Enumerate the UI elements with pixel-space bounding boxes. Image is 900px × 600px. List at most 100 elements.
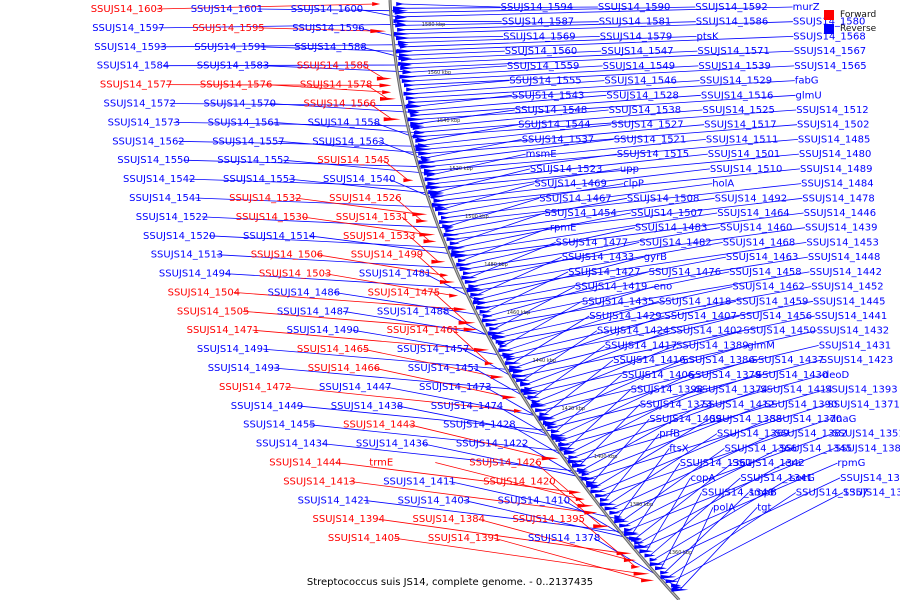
gene-label: SSUJS14_1419 [575, 282, 648, 293]
gene-feature [547, 425, 559, 430]
gene-feature [420, 155, 431, 160]
gene-label: SSUJS14_1596 [292, 23, 365, 34]
gene-feature [408, 100, 418, 105]
gene-feature [419, 232, 436, 237]
gene-feature [505, 361, 522, 366]
gene-label: SSUJS14_1460 [720, 223, 793, 234]
gene-feature [634, 545, 652, 549]
gene-label: SSUJS14_1493 [208, 363, 281, 374]
gene-feature [445, 228, 455, 233]
gene-label: SSUJS14_1384 [413, 514, 486, 525]
gene-feature [523, 391, 539, 396]
gene-label: SSUJS14_1409 [649, 414, 722, 425]
gene-feature [629, 536, 643, 541]
axis-tick-label: 1540 kbp [437, 118, 461, 124]
gene-feature [372, 2, 381, 6]
gene-feature [410, 113, 421, 118]
gene-label: SSUJS14_1561 [208, 117, 281, 128]
gene-label: polA [713, 502, 735, 513]
gene-feature [655, 566, 667, 571]
gene-feature [514, 408, 523, 413]
gene-label: SSUJS14_1506 [251, 250, 324, 261]
gene-label: SSUJS14_1465 [297, 344, 370, 355]
gene-feature [671, 583, 682, 588]
gene-feature [524, 386, 533, 391]
gene-label: SSUJS14_1593 [94, 42, 167, 53]
gene-feature [490, 375, 504, 379]
gene-label: SSUJS14_1340 [702, 488, 775, 499]
gene-label: holA [712, 179, 734, 190]
axis-tick-label: 1560 kbp [428, 70, 452, 76]
gene-feature [443, 232, 460, 237]
gene-label: SSUJS14_1421 [298, 495, 371, 506]
gene-feature [412, 212, 428, 217]
gene-feature [440, 273, 449, 278]
gene-feature [575, 497, 585, 502]
gene-feature [446, 237, 460, 242]
gene-label: SSUJS14_1374 [695, 385, 768, 396]
gene-label: SSUJS14_1484 [801, 179, 874, 190]
gene-features [370, 2, 689, 592]
gene-feature [415, 147, 432, 152]
gene-label: SSUJS14_1453 [806, 237, 879, 248]
gene-feature [412, 134, 428, 139]
gene-label: SSUJS14_1455 [243, 420, 316, 431]
gene-label: SSUJS14_1389 [676, 340, 749, 351]
gene-label: SSUJS14_1499 [351, 250, 424, 261]
gene-feature [527, 395, 540, 400]
gene-label: SSUJS14_1445 [813, 296, 886, 307]
gene-label: SSUJS14_1436 [356, 439, 429, 450]
gene-label: SSUJS14_1480 [799, 149, 872, 160]
gene-feature [577, 503, 594, 508]
gene-label: SSUJS14_1568 [793, 31, 866, 42]
gene-label: SSUJS14_1585 [297, 61, 370, 72]
gene-label: SSUJS14_1391 [428, 533, 501, 544]
legend-forward-swatch [824, 10, 834, 20]
gene-feature [402, 70, 413, 75]
gene-feature [417, 143, 427, 148]
gene-feature [502, 352, 515, 357]
gene-label: SSUJS14_1412 [702, 399, 775, 410]
gene-label: SSUJS14_1417 [605, 340, 678, 351]
gene-label: SSUJS14_1402 [670, 326, 743, 337]
gene-label: SSUJS14_1510 [710, 164, 783, 175]
gene-feature [405, 104, 422, 109]
gene-feature [435, 207, 449, 212]
gene-label: trmE [369, 458, 393, 469]
gene-feature [516, 378, 531, 383]
gene-feature [396, 2, 405, 6]
gene-feature [399, 53, 411, 58]
gene-label: SSUJS14_1514 [243, 231, 316, 242]
gene-feature [449, 241, 460, 246]
gene-label: SSUJS14_1429 [589, 311, 662, 322]
gene-label: SSUJS14_1388 [710, 414, 783, 425]
gene-label: upp [620, 164, 639, 175]
gene-label: SSUJS14_1371 [827, 399, 900, 410]
axis-tick-label: 1500 kbp [465, 214, 489, 220]
gene-label: SSUJS14_1342 [732, 458, 805, 469]
gene-feature [424, 177, 440, 182]
gene-label: SSUJS14_1488 [377, 306, 450, 317]
gene-feature [456, 262, 472, 267]
gene-feature [454, 254, 466, 259]
gene-feature [441, 215, 449, 220]
gene-label: SSUJS14_1516 [701, 90, 774, 101]
gene-feature [551, 429, 560, 434]
gene-feature [431, 194, 445, 199]
gene-label: SSUJS14_1545 [317, 155, 390, 166]
gene-feature [457, 258, 466, 263]
gene-label: SSUJS14_1571 [697, 46, 770, 57]
genome-caption: Streptococcus suis JS14, complete genome… [306, 577, 594, 588]
axis-tick-label: 1520 kbp [449, 166, 473, 172]
gene-feature [502, 395, 517, 400]
gene-label: SSUJS14_1457 [397, 344, 470, 355]
gene-feature [434, 198, 444, 203]
gene-feature [382, 90, 392, 95]
gene-feature [405, 96, 418, 101]
gene-feature [394, 10, 407, 15]
genome-axis [388, 0, 681, 600]
gene-feature [399, 44, 408, 49]
gene-label: SSUJS14_1560 [505, 46, 578, 57]
axis-tick-label: 1380 kbp [630, 502, 654, 508]
gene-feature [403, 91, 419, 96]
